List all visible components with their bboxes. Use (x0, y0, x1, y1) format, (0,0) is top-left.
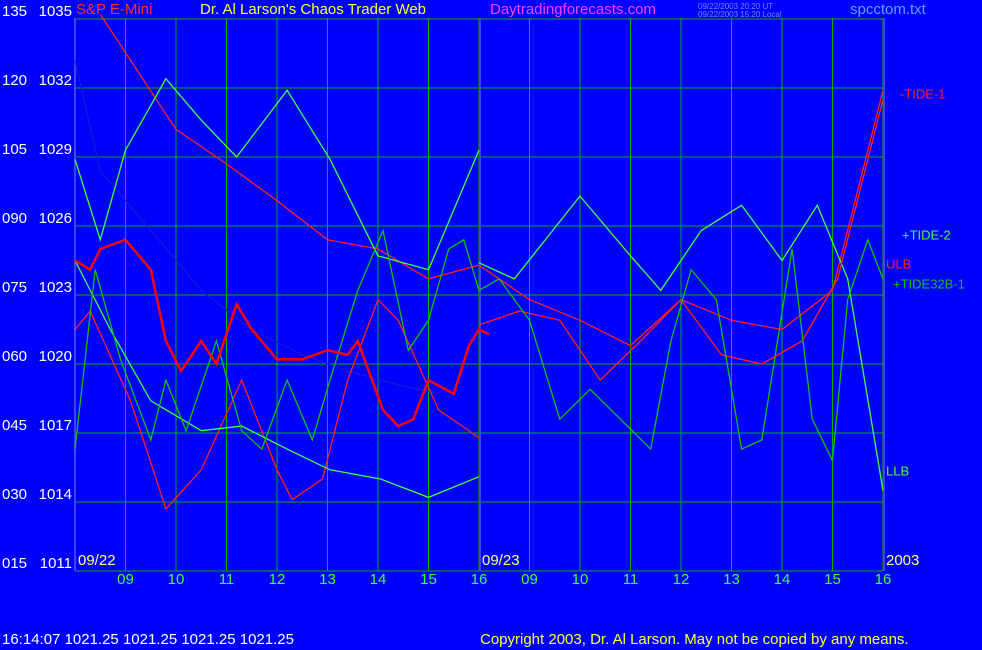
timestamp-ut: 09/22/2003 20:20 UT (698, 2, 773, 11)
y-tick-label: 1023 (39, 279, 72, 296)
y-tick-label: 1017 (39, 417, 72, 434)
series-label: LLB (886, 463, 909, 478)
timestamp-local: 09/22/2003 15:20 Local (698, 10, 782, 19)
x-tick-label: 15 (824, 571, 841, 588)
status-line: 16:14:07 1021.25 1021.25 1021.25 1021.25 (2, 631, 294, 648)
series-label: ULB (886, 256, 911, 271)
series-line (99, 14, 884, 347)
plot-area (74, 14, 884, 511)
x-tick-label: 14 (370, 571, 387, 588)
y-tick-label: 1026 (39, 210, 72, 227)
x-tick-label: 09 (521, 571, 538, 588)
date-label: 09/22 (78, 552, 116, 569)
x-tick-label: 15 (420, 571, 437, 588)
x-tick-label: 16 (471, 571, 488, 588)
series-line (74, 77, 884, 491)
y-tick-label: 1014 (39, 486, 72, 503)
x-tick-label: 13 (319, 571, 336, 588)
chart-subtitle: Dr. Al Larson's Chaos Trader Web (200, 1, 426, 18)
y2-tick-label: 030 (2, 486, 27, 503)
y2-tick-label: 045 (2, 417, 27, 434)
series-line (74, 238, 490, 428)
chart-title: S&P E-Mini (76, 1, 152, 18)
y-tick-label: 1020 (39, 348, 72, 365)
y-tick-label: 1011 (40, 555, 72, 572)
filename: spcctom.txt (850, 1, 927, 18)
x-tick-label: 16 (875, 571, 892, 588)
series-line (74, 99, 884, 511)
y2-tick-label: 105 (2, 141, 27, 158)
series-label: -TIDE-1 (900, 86, 946, 101)
x-tick-label: 12 (673, 571, 690, 588)
website: Daytradingforecasts.com (490, 1, 656, 18)
x-tick-label: 14 (774, 571, 791, 588)
y2-tick-label: 060 (2, 348, 27, 365)
date-label: 2003 (886, 552, 919, 569)
y2-tick-label: 120 (2, 72, 27, 89)
x-tick-label: 10 (168, 571, 185, 588)
y2-tick-label: 015 (2, 555, 27, 572)
y2-tick-label: 075 (2, 279, 27, 296)
x-tick-label: 11 (219, 571, 235, 588)
y2-tick-label: 135 (2, 3, 27, 20)
x-tick-label: 11 (623, 571, 639, 588)
x-tick-label: 10 (572, 571, 589, 588)
y-tick-label: 1029 (39, 141, 72, 158)
y2-tick-label: 090 (2, 210, 27, 227)
x-tick-label: 13 (723, 571, 740, 588)
y-tick-label: 1035 (39, 3, 72, 20)
date-label: 09/23 (482, 552, 520, 569)
x-tick-label: 12 (269, 571, 286, 588)
series-label: +TIDE-2 (902, 227, 951, 242)
copyright: Copyright 2003, Dr. Al Larson. May not b… (480, 631, 909, 648)
series-line (74, 260, 480, 499)
x-tick-label: 09 (117, 571, 134, 588)
grid (75, 18, 884, 572)
y-tick-label: 1032 (39, 72, 72, 89)
series-label: +TIDE32B-1 (893, 276, 965, 291)
